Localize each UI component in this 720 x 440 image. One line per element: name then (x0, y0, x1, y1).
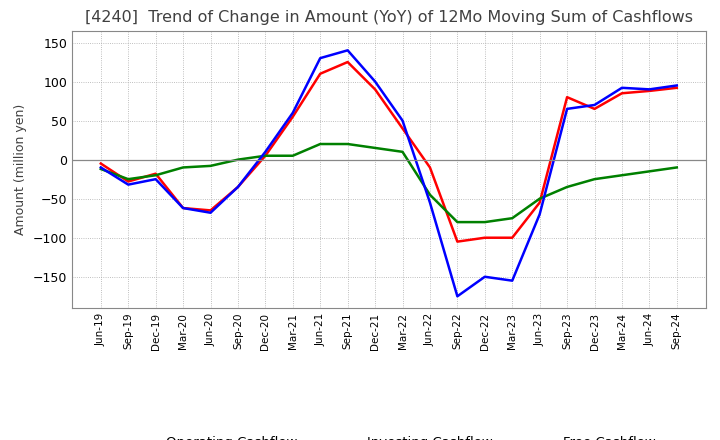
Free Cashflow (563, 106, 572, 111)
Free Cashflow (672, 83, 681, 88)
Investing Cashflow (536, 196, 544, 202)
Operating Cashflow (289, 114, 297, 119)
Investing Cashflow (261, 153, 270, 158)
Free Cashflow (645, 87, 654, 92)
Investing Cashflow (371, 145, 379, 150)
Operating Cashflow (151, 171, 160, 176)
Free Cashflow (480, 274, 489, 279)
Investing Cashflow (590, 176, 599, 182)
Investing Cashflow (645, 169, 654, 174)
Line: Free Cashflow: Free Cashflow (101, 50, 677, 296)
Free Cashflow (96, 165, 105, 170)
Investing Cashflow (453, 220, 462, 225)
Investing Cashflow (426, 192, 434, 198)
Operating Cashflow (261, 153, 270, 158)
Operating Cashflow (426, 165, 434, 170)
Free Cashflow (233, 184, 242, 190)
Investing Cashflow (343, 141, 352, 147)
Investing Cashflow (508, 216, 516, 221)
Operating Cashflow (398, 126, 407, 131)
Legend: Operating Cashflow, Investing Cashflow, Free Cashflow: Operating Cashflow, Investing Cashflow, … (117, 431, 661, 440)
Operating Cashflow (453, 239, 462, 244)
Free Cashflow (206, 210, 215, 215)
Free Cashflow (124, 182, 132, 187)
Investing Cashflow (179, 165, 187, 170)
Operating Cashflow (618, 91, 626, 96)
Free Cashflow (289, 110, 297, 115)
Operating Cashflow (179, 205, 187, 211)
Investing Cashflow (316, 141, 325, 147)
Free Cashflow (343, 48, 352, 53)
Investing Cashflow (618, 172, 626, 178)
Operating Cashflow (343, 59, 352, 65)
Investing Cashflow (233, 157, 242, 162)
Free Cashflow (151, 176, 160, 182)
Free Cashflow (398, 118, 407, 123)
Operating Cashflow (645, 88, 654, 94)
Operating Cashflow (371, 87, 379, 92)
Free Cashflow (179, 205, 187, 211)
Free Cashflow (426, 200, 434, 205)
Y-axis label: Amount (million yen): Amount (million yen) (14, 104, 27, 235)
Free Cashflow (508, 278, 516, 283)
Investing Cashflow (563, 184, 572, 190)
Investing Cashflow (672, 165, 681, 170)
Free Cashflow (316, 55, 325, 61)
Free Cashflow (261, 149, 270, 154)
Investing Cashflow (398, 149, 407, 154)
Free Cashflow (536, 212, 544, 217)
Free Cashflow (590, 103, 599, 108)
Operating Cashflow (316, 71, 325, 77)
Operating Cashflow (536, 200, 544, 205)
Operating Cashflow (563, 95, 572, 100)
Investing Cashflow (289, 153, 297, 158)
Free Cashflow (453, 293, 462, 299)
Operating Cashflow (206, 208, 215, 213)
Line: Operating Cashflow: Operating Cashflow (101, 62, 677, 242)
Investing Cashflow (206, 163, 215, 169)
Investing Cashflow (480, 220, 489, 225)
Operating Cashflow (508, 235, 516, 240)
Operating Cashflow (124, 179, 132, 184)
Investing Cashflow (151, 172, 160, 178)
Free Cashflow (371, 79, 379, 84)
Free Cashflow (618, 85, 626, 91)
Investing Cashflow (124, 176, 132, 182)
Operating Cashflow (96, 161, 105, 166)
Title: [4240]  Trend of Change in Amount (YoY) of 12Mo Moving Sum of Cashflows: [4240] Trend of Change in Amount (YoY) o… (85, 11, 693, 26)
Operating Cashflow (672, 85, 681, 91)
Investing Cashflow (96, 166, 105, 172)
Line: Investing Cashflow: Investing Cashflow (101, 144, 677, 222)
Operating Cashflow (590, 106, 599, 111)
Operating Cashflow (233, 184, 242, 190)
Operating Cashflow (480, 235, 489, 240)
